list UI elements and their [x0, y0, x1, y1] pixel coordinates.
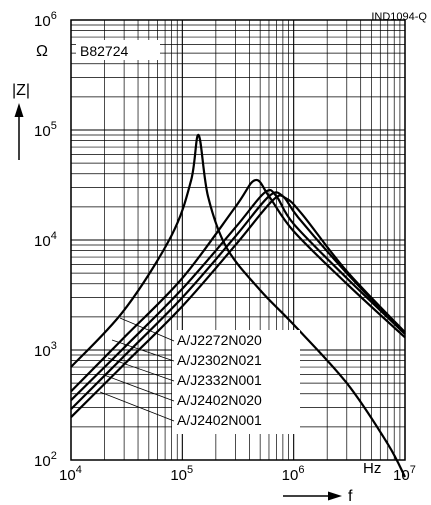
series-line [70, 188, 406, 401]
x-tick-label: 105 [170, 464, 193, 484]
y-axis-unit: Ω [36, 43, 48, 60]
y-tick-label: 105 [34, 120, 57, 140]
legend-leader [99, 391, 175, 422]
x-axis-name: f [348, 488, 353, 505]
y-tick-label: 104 [34, 230, 57, 250]
legend-leader [107, 357, 175, 382]
x-axis-arrow [283, 491, 342, 501]
plot-frame [70, 19, 406, 461]
legend-label: A/J2402N001 [177, 412, 262, 428]
legend-label: A/J2302N021 [177, 352, 262, 368]
series-label-box: B82724 [76, 40, 160, 60]
series-line [70, 133, 406, 478]
legend-label: A/J2272N020 [177, 332, 262, 348]
y-tick-label: 106 [34, 10, 57, 30]
legend-label: A/J2332N001 [177, 372, 262, 388]
legend-label: A/J2402N020 [177, 392, 262, 408]
labels: 102 103 104 105 106 104 105 106 107 [34, 10, 416, 484]
figure-code: IND1094-Q [371, 11, 427, 23]
y-axis-arrow [14, 103, 24, 160]
y-tick-label: 103 [34, 340, 57, 360]
x-axis-unit: Hz [363, 460, 381, 477]
series-line [70, 178, 406, 393]
series-line [70, 191, 406, 410]
legend-leader [119, 317, 175, 342]
y-tick-label: 102 [34, 450, 57, 470]
legend-leader [103, 374, 175, 402]
y-axis-name: |Z| [12, 82, 30, 99]
legend-leader [111, 339, 175, 362]
svg-text:B82724: B82724 [80, 43, 128, 59]
x-tick-label: 107 [393, 464, 416, 484]
legend: A/J2272N020 A/J2302N021 A/J2332N001 A/J2402… [99, 317, 300, 434]
x-tick-label: 104 [59, 464, 82, 484]
x-tick-label: 106 [282, 464, 305, 484]
series-lines [70, 133, 406, 478]
